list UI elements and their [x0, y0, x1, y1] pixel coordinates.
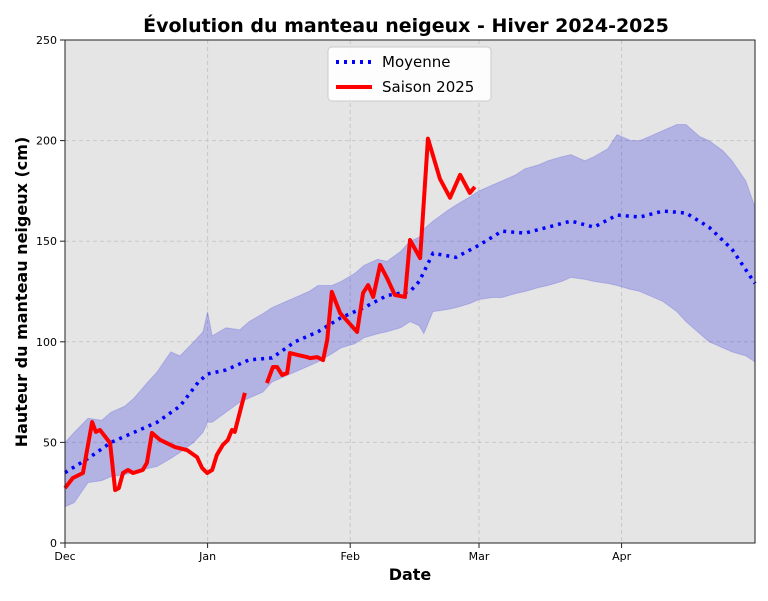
plot-frame [64, 39, 756, 544]
series-saison-2025-line [63, 392, 247, 493]
y-tick-label: 50 [43, 436, 57, 449]
y-tick-label: 0 [50, 537, 57, 550]
x-axis-label: Date [389, 565, 432, 584]
x-tick-label: Mar [469, 550, 490, 563]
y-tick-label: 250 [36, 34, 57, 47]
x-tick-label: Dec [54, 550, 75, 563]
series-saison-2025-line [265, 136, 477, 384]
y-axis-label: Hauteur du manteau neigeux (cm) [12, 137, 31, 448]
legend: Moyenne Saison 2025 [327, 46, 492, 102]
ticks: 0 50 100 150 200 250 Dec Jan Feb Mar Apr [36, 34, 632, 563]
chart-title: Évolution du manteau neigeux - Hiver 202… [143, 14, 669, 37]
lines-group [63, 136, 757, 493]
legend-label-moyenne: Moyenne [382, 53, 450, 71]
plot-area [65, 40, 755, 543]
y-tick-label: 200 [36, 135, 57, 148]
y-tick-label: 150 [36, 235, 57, 248]
x-tick-label: Feb [340, 550, 359, 563]
legend-label-saison: Saison 2025 [382, 78, 474, 96]
y-tick-label: 100 [36, 336, 57, 349]
x-tick-label: Apr [612, 550, 632, 563]
x-tick-label: Jan [198, 550, 216, 563]
